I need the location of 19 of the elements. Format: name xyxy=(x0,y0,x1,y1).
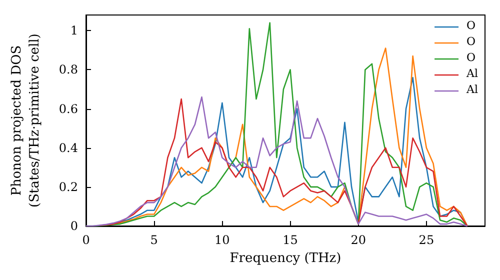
y-tick-label: 0.8 xyxy=(58,62,78,77)
x-tick-label: 20 xyxy=(350,233,366,247)
x-tick-label: 15 xyxy=(282,233,298,247)
x-tick-label: 5 xyxy=(150,233,158,247)
y-tick-label: 0.4 xyxy=(58,140,78,155)
legend-label: Al xyxy=(466,67,478,80)
legend-label: O xyxy=(466,19,476,32)
x-tick-label: 10 xyxy=(214,233,230,247)
x-tick-label: 0 xyxy=(82,233,90,247)
x-tick-label: 25 xyxy=(418,233,434,247)
y-tick-label: 0.2 xyxy=(58,180,78,194)
y-tick-label: 0 xyxy=(70,219,78,233)
y-axis-title: Phonon projected DOS (States/THz·primitive cell) xyxy=(10,33,42,208)
y-tick-label: 0.6 xyxy=(58,102,78,116)
y-tick-label: 1 xyxy=(70,24,78,38)
x-axis-title: Frequency (THz) xyxy=(230,251,342,266)
legend-label: Al xyxy=(466,83,478,96)
legend-label: O xyxy=(466,51,476,64)
legend-label: O xyxy=(466,35,476,48)
